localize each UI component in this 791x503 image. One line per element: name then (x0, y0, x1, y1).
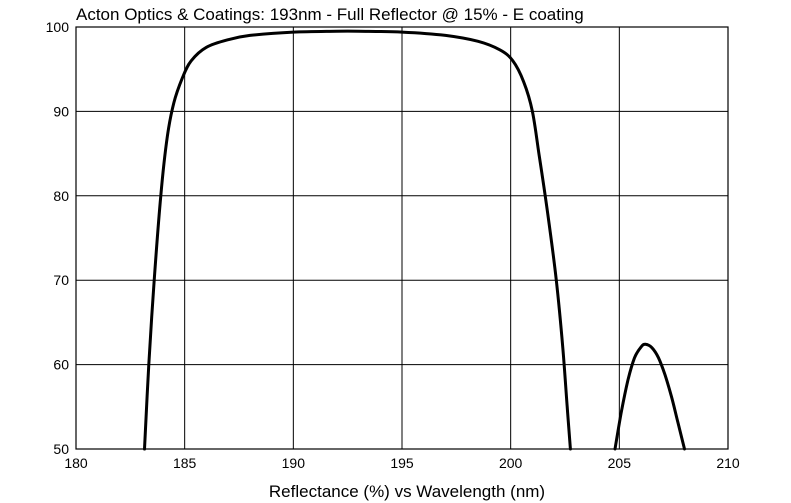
y-tick-label: 80 (53, 188, 69, 204)
reflectance-curve-1 (143, 29, 572, 451)
y-tick-label: 60 (53, 357, 69, 373)
chart-title: Acton Optics & Coatings: 193nm - Full Re… (76, 5, 584, 24)
x-tick-labels: 180 185 190 195 200 205 210 (64, 455, 740, 471)
y-tick-label: 70 (53, 272, 69, 288)
x-tick-label: 180 (64, 455, 88, 471)
y-tick-label: 100 (46, 19, 70, 35)
y-tick-labels: 50 60 70 80 90 100 (46, 19, 70, 457)
curves (143, 29, 686, 451)
grid (75, 26, 729, 450)
plot-frame (75, 26, 729, 450)
y-tick-label: 50 (53, 441, 69, 457)
x-tick-label: 205 (608, 455, 632, 471)
x-tick-label: 210 (716, 455, 740, 471)
x-tick-label: 185 (173, 455, 197, 471)
x-tick-label: 195 (390, 455, 414, 471)
reflectance-curve-2 (613, 342, 686, 451)
x-tick-label: 200 (499, 455, 523, 471)
x-tick-label: 190 (282, 455, 306, 471)
x-axis-label: Reflectance (%) vs Wavelength (nm) (269, 482, 545, 501)
y-tick-label: 90 (53, 103, 69, 119)
